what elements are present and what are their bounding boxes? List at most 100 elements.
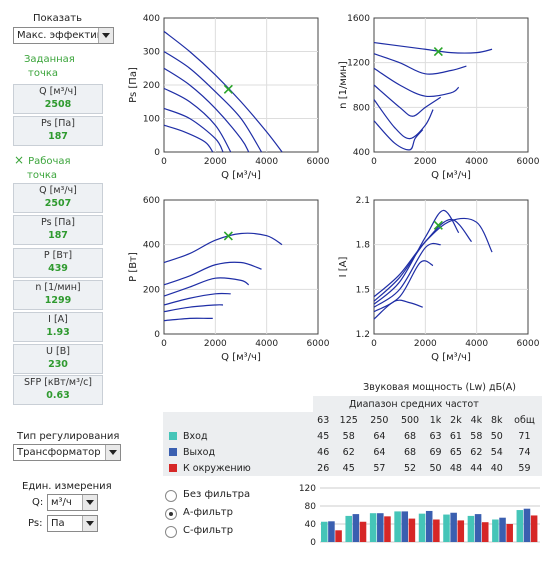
y-tick-label: 2.1	[356, 196, 370, 206]
set-point-title: Заданная точка	[24, 53, 75, 81]
chevron-down-icon[interactable]	[105, 445, 120, 460]
sound-bar	[335, 530, 342, 542]
work-value-label: Ps [Па]	[41, 217, 75, 228]
set-point-title-1: Заданная	[24, 54, 75, 65]
chevron-down-icon[interactable]	[82, 495, 97, 510]
ps-unit-select[interactable]: Па	[47, 515, 98, 532]
y-tick-label: 40	[305, 520, 317, 530]
x-axis-label: Q [м³/ч]	[221, 352, 261, 363]
spacer	[163, 412, 313, 428]
i-chart: 2.1 1.8 1.5 1.20 2000 4000 6000 Q [м³/ч] I [A]	[338, 196, 540, 363]
y-tick-label: 600	[143, 196, 160, 206]
sound-cell: 52	[403, 462, 417, 474]
freq-header: 1k	[429, 414, 442, 426]
q-unit-label: Q:	[32, 497, 44, 508]
sound-row: Вход 45 58 64 68 63 61 58 50 71	[163, 428, 542, 444]
sound-cell: 58	[470, 430, 483, 442]
sound-cell: 58	[342, 430, 355, 442]
filter-radio[interactable]	[165, 490, 177, 502]
q-unit-select-value: м³/ч	[51, 497, 72, 508]
sound-row: Выход 46 62 64 68 69 65 62 54 74	[163, 444, 542, 460]
sound-bar	[457, 520, 465, 542]
work-value: 0.63	[46, 390, 70, 401]
work-point-marker-icon	[223, 84, 233, 94]
curve-series	[163, 317, 213, 322]
filter-radio[interactable]	[165, 526, 177, 538]
freq-header: 2k	[450, 414, 462, 426]
x-tick-label: 4000	[255, 339, 278, 349]
curve-series	[373, 53, 467, 75]
y-tick-label: 400	[353, 148, 370, 158]
y-tick-label: 0	[310, 538, 316, 548]
legend-swatch-icon	[169, 447, 177, 456]
y-tick-label: 80	[305, 502, 317, 512]
x-tick-label: 4000	[465, 157, 488, 167]
set-q-box: Q [м³/ч] 2508	[13, 84, 103, 114]
work-value-box: Ps [Па] 187	[13, 215, 103, 245]
sound-cell: 62	[470, 446, 483, 458]
q-unit-select[interactable]: м³/ч	[47, 494, 98, 511]
curve-series	[163, 277, 250, 297]
sound-bar	[377, 513, 384, 542]
show-label: Показать	[33, 13, 82, 24]
filter-label: А-фильтр	[183, 507, 233, 518]
curve-series	[373, 217, 493, 298]
work-value: 2507	[44, 198, 72, 209]
sound-bar	[530, 515, 538, 542]
set-ps-value: 187	[48, 131, 68, 142]
sound-cell: 69	[429, 446, 442, 458]
work-value: 1.93	[46, 327, 70, 338]
work-value-box: U [В] 230	[13, 344, 103, 374]
set-point-title-2: точка	[28, 68, 59, 79]
x-tick-label: 0	[161, 339, 167, 349]
y-tick-label: 300	[143, 48, 160, 58]
work-value-box: I [A] 1.93	[13, 312, 103, 342]
y-tick-label: 400	[143, 14, 160, 24]
sound-cell: 40	[490, 462, 503, 474]
work-value-label: U [В]	[46, 346, 70, 357]
sound-cell: 74	[518, 446, 531, 458]
sound-bar	[345, 515, 352, 542]
y-axis-label: Ps [Па]	[128, 67, 139, 103]
spacer	[163, 396, 313, 412]
x-tick-label: 4000	[255, 157, 278, 167]
chevron-down-icon[interactable]	[98, 28, 113, 43]
x-tick-label: 0	[161, 157, 167, 167]
sound-bar	[492, 519, 499, 542]
work-point-marker-icon	[433, 47, 443, 57]
sound-subtitle: Диапазон средних частот	[313, 396, 542, 412]
sound-bar	[523, 508, 531, 542]
sound-cell: 68	[403, 430, 417, 442]
show-select[interactable]: Макс. эффективн	[13, 27, 114, 44]
plot-frame	[373, 199, 529, 335]
x-tick-label: 6000	[307, 339, 330, 349]
show-select-value: Макс. эффективн	[17, 30, 110, 41]
sound-bar	[443, 514, 450, 542]
sound-bar	[425, 510, 433, 542]
set-ps-label: Ps [Па]	[41, 118, 75, 129]
regulation-select[interactable]: Трансформатор	[13, 444, 121, 461]
sound-bar	[369, 513, 377, 542]
curve-series	[163, 50, 263, 153]
y-tick-label: 100	[143, 115, 160, 125]
work-value-label: n [1/мин]	[35, 282, 81, 293]
x-tick-label: 2000	[204, 339, 227, 349]
curve-series	[163, 67, 250, 153]
y-tick-label: 0	[154, 330, 160, 340]
filter-radio[interactable]	[165, 508, 177, 520]
y-tick-label: 1200	[347, 59, 370, 69]
sound-cell: 45	[317, 430, 330, 442]
set-q-value: 2508	[44, 99, 72, 110]
freq-header: 4k	[470, 414, 483, 426]
x-tick-label: 2000	[204, 157, 227, 167]
sound-bar	[328, 521, 335, 542]
sound-cell: 54	[490, 446, 503, 458]
curve-series	[373, 299, 423, 320]
sound-table: Звуковая мощность (Lw) дБ(A) Диапазон ср…	[163, 378, 542, 476]
sound-cell: 26	[317, 462, 330, 474]
sound-bar	[321, 521, 328, 542]
chevron-down-icon[interactable]	[82, 516, 97, 531]
sound-bar	[467, 515, 475, 542]
x-tick-label: 2000	[414, 157, 437, 167]
sound-row-label: Выход	[183, 446, 216, 458]
